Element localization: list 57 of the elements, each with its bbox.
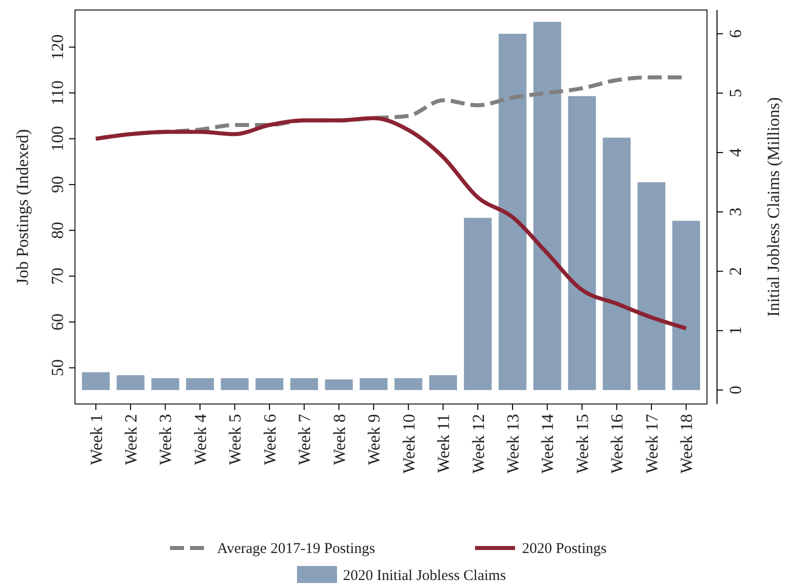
x-tick-label: Week 5 <box>226 414 245 466</box>
bar <box>638 182 666 390</box>
legend-label: 2020 Initial Jobless Claims <box>343 568 506 584</box>
x-tick-label: Week 2 <box>122 414 141 466</box>
x-tick-label: Week 9 <box>364 414 384 466</box>
y2-tick-label: 1 <box>726 326 745 335</box>
y-tick-label: 110 <box>48 80 67 106</box>
y2-axis-title: Initial Jobless Claims (Millions) <box>764 97 783 317</box>
legend-label: 2020 Postings <box>522 541 607 557</box>
line-series <box>94 116 688 330</box>
y2-tick-label: 0 <box>726 386 745 394</box>
y-tick-label: 50 <box>48 359 67 376</box>
y-tick-label: 120 <box>48 34 67 60</box>
bar <box>602 138 631 390</box>
x-tick-label: Week 13 <box>503 414 522 474</box>
y-tick-label: 100 <box>48 126 67 152</box>
bar <box>360 378 388 390</box>
x-tick-label: Week 15 <box>572 414 592 474</box>
bar <box>82 372 110 390</box>
bar <box>498 34 526 390</box>
y-axis-title: Job Postings (Indexed) <box>13 129 32 285</box>
x-tick-label: Week 18 <box>677 414 696 474</box>
y-tick-label: 80 <box>48 222 67 239</box>
x-tick-label: Week 3 <box>156 414 176 466</box>
bar <box>672 220 700 390</box>
bar <box>568 96 596 390</box>
y-tick-label: 70 <box>48 268 67 285</box>
y-tick-label: 60 <box>48 313 67 330</box>
x-tick-label: Week 8 <box>330 414 349 466</box>
legend-label: Average 2017-19 Postings <box>217 541 376 557</box>
y2-tick-label: 4 <box>726 148 745 157</box>
y2-tick-label: 6 <box>726 30 745 38</box>
x-tick-label: Week 12 <box>468 414 488 474</box>
bar <box>256 378 284 390</box>
y-tick-label: 90 <box>48 176 67 194</box>
x-tick-label: Week 16 <box>608 414 627 474</box>
bar <box>290 378 318 390</box>
bar <box>533 22 562 390</box>
x-tick-label: Week 11 <box>434 414 454 473</box>
x-tick-label: Week 1 <box>86 414 106 466</box>
bar <box>116 375 144 390</box>
bar <box>394 378 422 390</box>
bar <box>464 218 492 390</box>
x-tick-label: Week 14 <box>538 414 558 474</box>
y2-tick-label: 2 <box>726 267 745 276</box>
bar <box>151 378 180 390</box>
bar <box>186 378 214 390</box>
x-tick-label: Week 10 <box>399 414 418 474</box>
x-tick-label: Week 6 <box>260 414 280 466</box>
x-tick-label: Week 17 <box>642 414 662 474</box>
y2-tick-label: 5 <box>726 88 745 98</box>
x-tick-label: Week 7 <box>295 414 314 466</box>
bar <box>220 378 249 390</box>
bar <box>429 375 457 390</box>
x-tick-label: Week 4 <box>190 414 210 466</box>
y2-tick-label: 3 <box>726 208 745 216</box>
bar <box>325 379 353 390</box>
